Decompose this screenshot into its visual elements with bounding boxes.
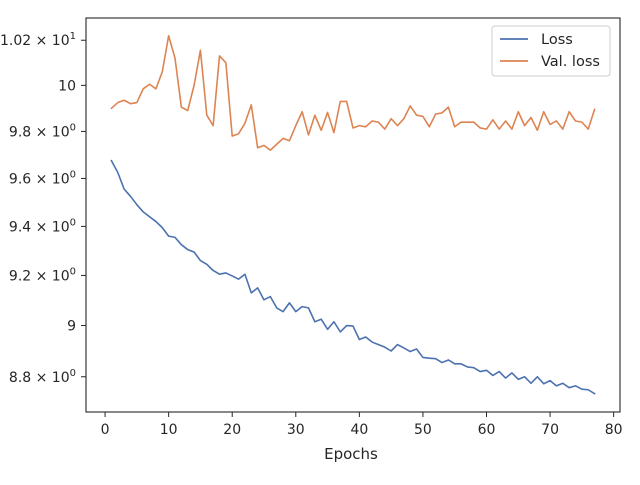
y-tick-label: 9.2 × 100	[9, 266, 76, 284]
x-axis: 0 10 20 30 40 50 60 70 80	[101, 412, 623, 438]
x-tick-label: 0	[101, 422, 110, 438]
plot-area	[85, 17, 621, 413]
x-tick-label: 30	[287, 422, 305, 438]
y-axis: 8.8 × 100 9 9.2 × 100 9.4 × 100 9.6 × 100 9.8…	[0, 31, 86, 386]
plot-frame	[85, 17, 621, 413]
x-tick-label: 70	[541, 422, 559, 438]
y-tick-label: 9.4 × 100	[9, 217, 76, 235]
legend-label: Val. loss	[541, 54, 600, 70]
legend: Loss Val. loss	[491, 25, 611, 77]
legend-label: Loss	[541, 32, 573, 48]
series-line-val-loss	[110, 34, 596, 151]
y-tick-label: 9.8 × 100	[9, 122, 76, 140]
x-tick-label: 10	[160, 422, 178, 438]
x-tick-label: 50	[414, 422, 432, 438]
series-line-loss	[110, 159, 596, 395]
y-tick-label: 1.02 × 101	[0, 31, 76, 49]
y-tick-label: 9	[67, 319, 76, 335]
y-tick-label: 10	[58, 78, 76, 94]
x-tick-label: 80	[605, 422, 623, 438]
x-tick-label: 60	[478, 422, 496, 438]
x-axis-title: Epochs	[324, 445, 378, 463]
y-tick-label: 9.6 × 100	[9, 169, 76, 187]
x-tick-label: 40	[350, 422, 368, 438]
y-tick-label: 8.8 × 100	[9, 368, 76, 386]
x-tick-label: 20	[223, 422, 241, 438]
